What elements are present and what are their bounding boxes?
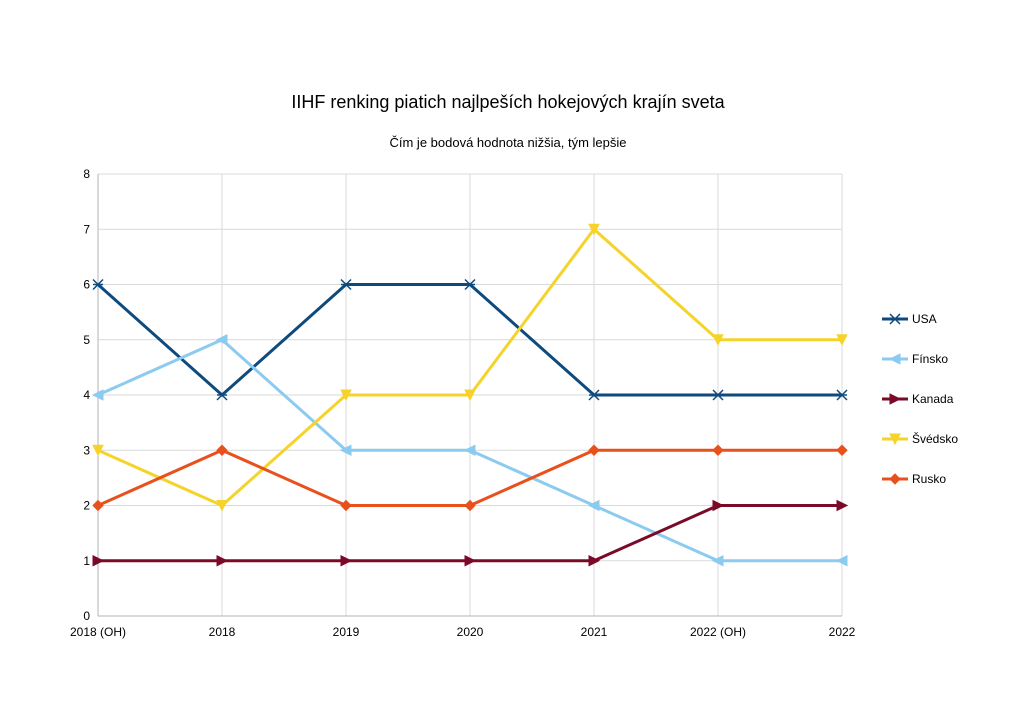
y-tick-label: 2: [83, 499, 90, 513]
data-point: [92, 278, 104, 291]
data-point: [340, 499, 352, 512]
legend-label: Fínsko: [912, 352, 948, 366]
data-point: [464, 278, 476, 291]
legend-label: Rusko: [912, 472, 946, 486]
data-point: [216, 554, 229, 567]
data-point: [216, 389, 228, 401]
x-tick-label: 2022 (OH): [690, 625, 746, 639]
series-2: [92, 499, 849, 567]
data-point: [91, 389, 104, 401]
data-point: [835, 554, 848, 567]
y-tick-label: 3: [83, 443, 90, 457]
x-tick-label: 2019: [333, 625, 360, 639]
legend-item: Švédsko: [882, 431, 958, 446]
y-tick-label: 5: [83, 333, 90, 347]
data-point: [588, 223, 600, 236]
data-point: [588, 389, 600, 401]
data-point: [464, 554, 477, 567]
legend-marker: [889, 473, 901, 485]
data-point: [464, 499, 476, 512]
legend-item: Fínsko: [882, 352, 948, 366]
legend-item: USA: [882, 312, 937, 326]
data-point: [92, 444, 104, 457]
legend-marker: [889, 313, 901, 325]
x-tick-label: 2021: [581, 625, 608, 639]
data-point: [712, 389, 724, 401]
x-axis-ticks: 2018 (OH) 2018 2019 2020 2021 2022 (OH) 2022: [70, 625, 856, 639]
series-3: [92, 223, 848, 512]
data-point: [712, 499, 725, 512]
data-point: [712, 334, 724, 346]
chart-title: IIHF renking piatich najlpeších hokejový…: [291, 92, 725, 112]
series-group: [91, 223, 849, 567]
data-point: [92, 554, 105, 567]
data-point: [836, 444, 848, 456]
data-point: [92, 499, 104, 512]
data-point: [463, 444, 476, 457]
data-point: [215, 333, 228, 346]
data-point: [216, 444, 228, 456]
series-1: [91, 333, 848, 567]
y-tick-label: 0: [83, 609, 90, 623]
data-point: [340, 389, 352, 402]
data-point: [711, 554, 724, 567]
data-point: [712, 444, 724, 456]
y-tick-label: 1: [83, 554, 90, 568]
data-point: [464, 389, 476, 402]
series-0: [92, 278, 848, 401]
chart-subtitle: Čím je bodová hodnota nižšia, tým lepšie: [389, 135, 626, 150]
legend-marker: [889, 433, 901, 446]
legend-marker: [889, 393, 902, 405]
y-tick-label: 7: [83, 222, 90, 236]
y-axis-ticks: 0 1 2 3 4 5 6 7 8: [83, 167, 90, 623]
data-point: [836, 334, 848, 346]
data-point: [836, 499, 849, 512]
x-tick-label: 2018: [209, 625, 236, 639]
y-tick-label: 4: [83, 388, 90, 402]
legend-label: Kanada: [912, 392, 954, 406]
legend-marker: [888, 353, 901, 365]
legend-item: Rusko: [882, 472, 946, 486]
legend-item: Kanada: [882, 392, 954, 406]
legend-label: USA: [912, 312, 937, 326]
data-point: [836, 389, 848, 401]
y-tick-label: 8: [83, 167, 90, 181]
y-tick-label: 6: [83, 278, 90, 292]
data-point: [216, 500, 228, 512]
data-point: [340, 278, 352, 291]
legend: USA Fínsko Kanada Švédsko Rusko: [882, 312, 958, 486]
series-4: [92, 444, 848, 512]
data-point: [587, 499, 600, 512]
x-tick-label: 2018 (OH): [70, 625, 126, 639]
x-tick-label: 2022: [829, 625, 856, 639]
data-point: [588, 444, 600, 456]
data-point: [339, 444, 352, 457]
x-tick-label: 2020: [457, 625, 484, 639]
legend-label: Švédsko: [912, 431, 958, 446]
data-point: [588, 554, 601, 567]
data-point: [340, 554, 353, 567]
